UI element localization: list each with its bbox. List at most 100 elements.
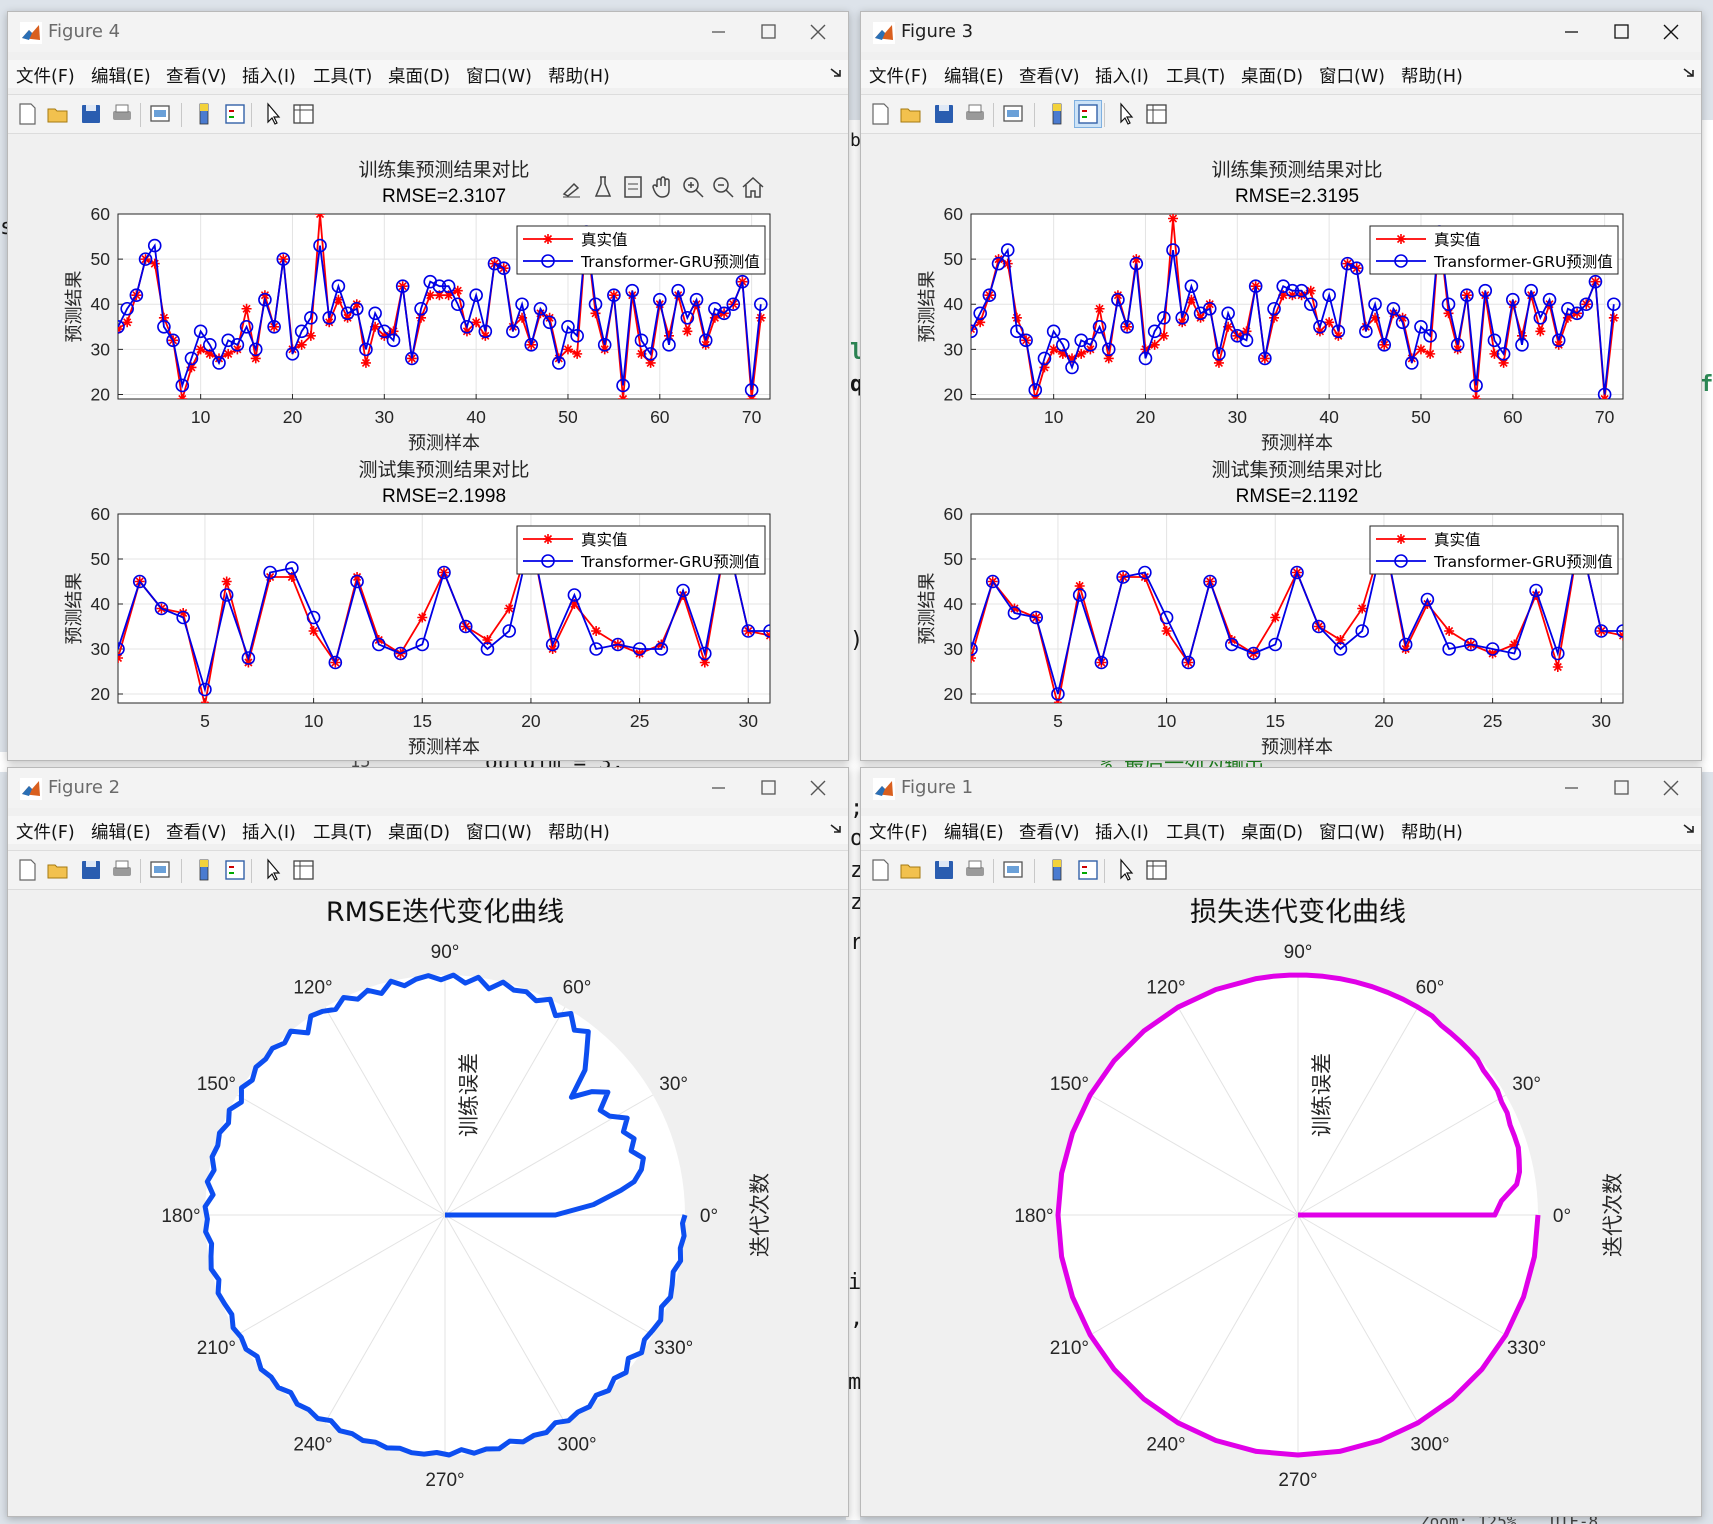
figure-4-window[interactable]: Figure 4 文件(F) 编辑(E) 查看(V) 插入(I) 工具(T) 桌… [7, 11, 849, 761]
menu-help[interactable]: 帮助(H) [1401, 67, 1463, 87]
menu-file[interactable]: 文件(F) [16, 823, 75, 843]
insert-colorbar-icon[interactable] [191, 101, 217, 127]
menu-window[interactable]: 窗口(W) [466, 67, 532, 87]
insert-legend-icon[interactable] [222, 857, 248, 883]
menu-edit[interactable]: 编辑(E) [91, 67, 151, 87]
figure-1-window[interactable]: Figure 1 文件(F) 编辑(E) 查看(V) 插入(I) 工具(T) 桌… [860, 767, 1702, 1517]
new-figure-icon[interactable] [14, 857, 40, 883]
minimize-icon[interactable] [698, 16, 738, 48]
print-icon[interactable] [109, 101, 135, 127]
save-icon[interactable] [78, 857, 104, 883]
new-figure-icon[interactable] [867, 857, 893, 883]
close-icon[interactable] [798, 16, 838, 48]
title-bar[interactable]: Figure 1 [861, 768, 1701, 808]
menu-file[interactable]: 文件(F) [869, 67, 928, 87]
title-bar[interactable]: Figure 3 [861, 12, 1701, 52]
open-file-icon[interactable] [45, 857, 71, 883]
title-bar[interactable]: Figure 2 [8, 768, 848, 808]
link-plot-icon[interactable] [1000, 101, 1026, 127]
close-icon[interactable] [1651, 772, 1691, 804]
link-plot-icon[interactable] [147, 857, 173, 883]
menu-edit[interactable]: 编辑(E) [91, 823, 151, 843]
menu-insert[interactable]: 插入(I) [1095, 67, 1149, 87]
new-figure-icon[interactable] [14, 101, 40, 127]
dock-arrow-icon[interactable] [1683, 822, 1695, 834]
open-file-icon[interactable] [898, 101, 924, 127]
menu-insert[interactable]: 插入(I) [242, 67, 296, 87]
save-icon[interactable] [78, 101, 104, 127]
minimize-icon[interactable] [698, 772, 738, 804]
menu-help[interactable]: 帮助(H) [1401, 823, 1463, 843]
save-icon[interactable] [931, 857, 957, 883]
menu-desktop[interactable]: 桌面(D) [1241, 823, 1304, 843]
insert-colorbar-icon[interactable] [1044, 101, 1070, 127]
menu-help[interactable]: 帮助(H) [548, 67, 610, 87]
zoom-in-icon[interactable] [680, 174, 706, 200]
brush-data-icon[interactable] [560, 174, 586, 200]
menu-desktop[interactable]: 桌面(D) [388, 823, 451, 843]
insert-legend-icon[interactable] [1074, 100, 1102, 128]
new-figure-icon[interactable] [867, 101, 893, 127]
menu-help[interactable]: 帮助(H) [548, 823, 610, 843]
menu-insert[interactable]: 插入(I) [242, 823, 296, 843]
property-inspector-icon[interactable] [290, 857, 316, 883]
menu-desktop[interactable]: 桌面(D) [1241, 67, 1304, 87]
figure-3-window[interactable]: Figure 3 文件(F) 编辑(E) 查看(V) 插入(I) 工具(T) 桌… [860, 11, 1702, 761]
print-icon[interactable] [109, 857, 135, 883]
edit-plot-arrow-icon[interactable] [1113, 857, 1139, 883]
menu-tools[interactable]: 工具(T) [313, 823, 373, 843]
menu-view[interactable]: 查看(V) [1019, 67, 1080, 87]
menu-window[interactable]: 窗口(W) [1319, 67, 1385, 87]
insert-colorbar-icon[interactable] [1044, 857, 1070, 883]
link-plot-icon[interactable] [147, 101, 173, 127]
figure-2-window[interactable]: Figure 2 文件(F) 编辑(E) 查看(V) 插入(I) 工具(T) 桌… [7, 767, 849, 1517]
home-icon[interactable] [740, 174, 766, 200]
edit-plot-arrow-icon[interactable] [1113, 101, 1139, 127]
open-file-icon[interactable] [898, 857, 924, 883]
menu-file[interactable]: 文件(F) [869, 823, 928, 843]
minimize-icon[interactable] [1551, 16, 1591, 48]
menu-tools[interactable]: 工具(T) [1166, 67, 1226, 87]
property-inspector-icon[interactable] [290, 101, 316, 127]
edit-plot-arrow-icon[interactable] [260, 101, 286, 127]
data-tips-icon[interactable] [590, 174, 616, 200]
pan-hand-icon[interactable] [650, 174, 676, 200]
dock-arrow-icon[interactable] [830, 822, 842, 834]
property-inspector-icon[interactable] [1143, 857, 1169, 883]
print-icon[interactable] [962, 101, 988, 127]
close-icon[interactable] [1651, 16, 1691, 48]
maximize-icon[interactable] [1601, 16, 1641, 48]
link-plot-icon[interactable] [1000, 857, 1026, 883]
menu-edit[interactable]: 编辑(E) [944, 67, 1004, 87]
menu-window[interactable]: 窗口(W) [466, 823, 532, 843]
menu-tools[interactable]: 工具(T) [1166, 823, 1226, 843]
menu-view[interactable]: 查看(V) [166, 67, 227, 87]
prediction-marker [551, 356, 566, 370]
maximize-icon[interactable] [748, 772, 788, 804]
property-inspector-icon[interactable] [1143, 101, 1169, 127]
menu-desktop[interactable]: 桌面(D) [388, 67, 451, 87]
menu-view[interactable]: 查看(V) [1019, 823, 1080, 843]
print-icon[interactable] [962, 857, 988, 883]
open-file-icon[interactable] [45, 101, 71, 127]
close-icon[interactable] [798, 772, 838, 804]
zoom-out-icon[interactable] [710, 174, 736, 200]
maximize-icon[interactable] [1601, 772, 1641, 804]
menu-window[interactable]: 窗口(W) [1319, 823, 1385, 843]
dock-arrow-icon[interactable] [1683, 66, 1695, 78]
menu-edit[interactable]: 编辑(E) [944, 823, 1004, 843]
save-icon[interactable] [931, 101, 957, 127]
edit-plot-arrow-icon[interactable] [260, 857, 286, 883]
maximize-icon[interactable] [748, 16, 788, 48]
menu-tools[interactable]: 工具(T) [313, 67, 373, 87]
insert-colorbar-icon[interactable] [191, 857, 217, 883]
insert-legend-icon[interactable] [1075, 857, 1101, 883]
menu-insert[interactable]: 插入(I) [1095, 823, 1149, 843]
dock-arrow-icon[interactable] [830, 66, 842, 78]
restore-view-icon[interactable] [620, 174, 646, 200]
minimize-icon[interactable] [1551, 772, 1591, 804]
title-bar[interactable]: Figure 4 [8, 12, 848, 52]
menu-view[interactable]: 查看(V) [166, 823, 227, 843]
insert-legend-icon[interactable] [222, 101, 248, 127]
menu-file[interactable]: 文件(F) [16, 67, 75, 87]
